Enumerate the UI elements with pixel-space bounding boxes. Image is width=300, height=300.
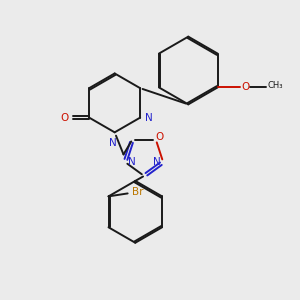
Text: N: N xyxy=(128,157,135,167)
Text: N: N xyxy=(153,157,160,167)
Text: N: N xyxy=(109,138,117,148)
Text: Br: Br xyxy=(132,187,144,197)
Text: CH₃: CH₃ xyxy=(268,82,283,91)
Text: O: O xyxy=(155,132,164,142)
Text: N: N xyxy=(145,112,152,123)
Text: O: O xyxy=(241,82,249,92)
Text: O: O xyxy=(60,112,69,123)
